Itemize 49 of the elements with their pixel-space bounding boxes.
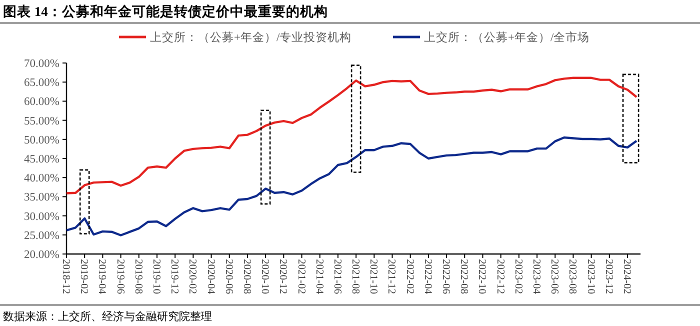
x-tick-label: 2023-12	[602, 259, 614, 294]
y-tick-label: 40.00%	[24, 172, 60, 185]
x-tick-label: 2022-02	[404, 259, 415, 294]
line-series	[65, 76, 638, 194]
x-tick-label: 2020-04	[204, 259, 216, 295]
x-tick-label: 2020-02	[186, 259, 198, 294]
y-tick-label: 30.00%	[24, 210, 60, 223]
x-tick-label: 2020-10	[259, 259, 270, 294]
y-tick-label: 20.00%	[24, 249, 60, 261]
legend-label: 上交所：（公募+年金）/专业投资机构	[150, 30, 352, 44]
x-tick-label: 2021-04	[313, 259, 324, 295]
y-tick-label: 50.00%	[24, 134, 60, 146]
x-tick-label: 2024-02	[621, 259, 632, 294]
x-tick-label: 2020-06	[222, 259, 234, 294]
chart-title: 图表 14：公募和年金可能是转债定价中最重要的机构	[3, 3, 328, 19]
x-tick-label: 2019-12	[168, 259, 180, 294]
x-tick-label: 2023-06	[548, 259, 560, 294]
x-tick-label: 2022-06	[440, 259, 452, 294]
y-tick-label: 25.00%	[24, 230, 60, 242]
x-tick-label: 2020-08	[240, 259, 252, 294]
x-tick-label: 2022-08	[458, 259, 470, 294]
x-tick-label: 2021-10	[368, 259, 379, 294]
x-tick-label: 2021-08	[350, 259, 361, 294]
x-tick-label: 2022-10	[476, 259, 488, 294]
y-tick-label: 35.00%	[24, 192, 60, 204]
line-series	[65, 136, 638, 236]
x-tick-label: 2019-02	[78, 259, 90, 294]
x-tick-label: 2023-08	[566, 259, 578, 294]
x-tick-label: 2022-12	[494, 259, 506, 294]
y-tick-label: 45.00%	[24, 154, 60, 166]
x-tick-label: 2021-12	[386, 259, 397, 294]
x-tick-label: 2019-10	[150, 259, 162, 294]
x-tick-label: 2023-02	[512, 259, 524, 294]
y-tick-label: 65.00%	[24, 77, 60, 90]
y-tick-label: 55.00%	[24, 115, 60, 128]
legend-label: 上交所：（公募+年金）/全市场	[424, 30, 590, 44]
x-tick-label: 2021-02	[295, 259, 306, 294]
x-tick-label: 2023-10	[584, 259, 596, 294]
x-tick-label: 2023-04	[530, 259, 542, 295]
x-tick-label: 2020-12	[277, 259, 288, 294]
x-tick-label: 2021-06	[331, 259, 342, 294]
y-tick-label: 60.00%	[24, 96, 60, 108]
source-note: 数据来源：上交所、经济与金融研究院整理	[3, 310, 212, 323]
x-tick-label: 2019-04	[96, 259, 108, 295]
x-tick-label: 2019-08	[132, 259, 144, 294]
y-tick-label: 70.00%	[24, 58, 60, 70]
x-tick-label: 2019-06	[114, 259, 126, 294]
x-tick-label: 2022-04	[422, 259, 433, 295]
x-tick-label: 2018-12	[60, 259, 71, 294]
